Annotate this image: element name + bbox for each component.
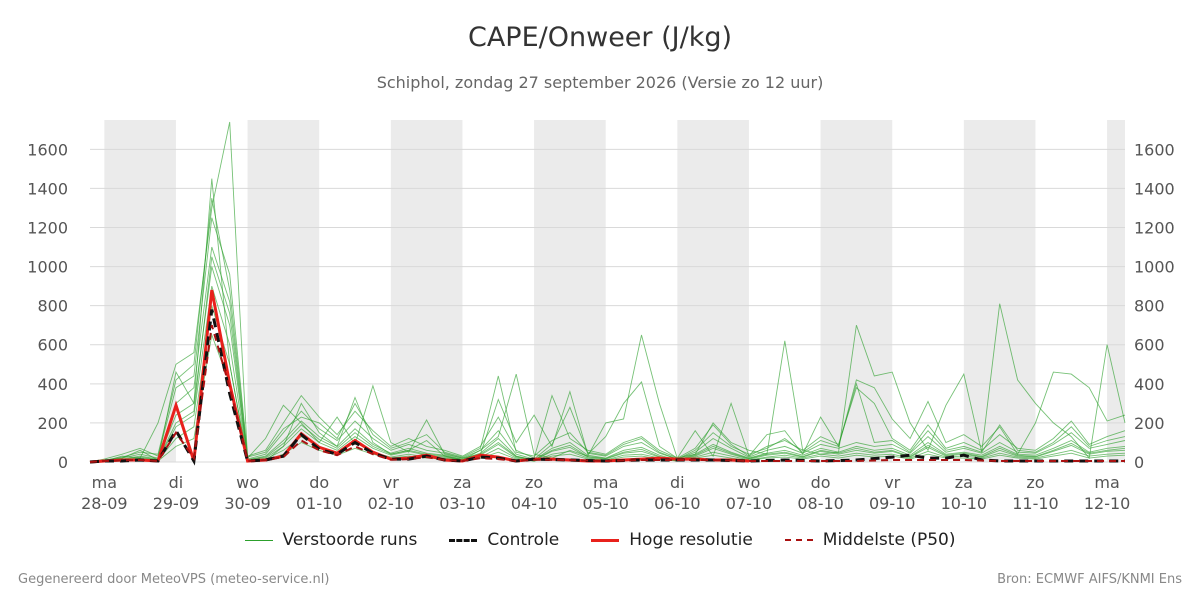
legend-swatch-median (784, 539, 813, 541)
y-tick-right-0: 0 (1134, 453, 1144, 472)
x-tick-dow-12-10: ma (1094, 473, 1119, 492)
x-tick-dow-05-10: ma (593, 473, 618, 492)
y-tick-right-1400: 1400 (1134, 179, 1175, 198)
x-tick-dow-08-10: do (811, 473, 831, 492)
x-tick-date-05-10: 05-10 (582, 494, 629, 513)
x-tick-date-29-09: 29-09 (153, 494, 200, 513)
x-tick-dow-29-09: di (169, 473, 184, 492)
y-tick-left-1600: 1600 (27, 140, 68, 159)
legend-label-hires: Hoge resolutie (629, 530, 753, 550)
x-tick-date-11-10: 11-10 (1012, 494, 1059, 513)
y-tick-left-600: 600 (37, 336, 68, 355)
shaded-band-2 (390, 120, 463, 462)
ensemble-run-1 (89, 121, 1126, 463)
x-tick-date-30-09: 30-09 (224, 494, 271, 513)
legend-label-median: Middelste (P50) (822, 530, 956, 550)
shaded-band-3 (534, 120, 606, 462)
legend-label-perturbed: Verstoorde runs (282, 530, 418, 550)
footer-source: Bron: ECMWF AIFS/KNMI Ens (997, 572, 1182, 587)
shaded-band-4 (677, 120, 749, 462)
legend-label-control: Controle (487, 530, 560, 550)
x-tick-date-06-10: 06-10 (654, 494, 701, 513)
y-tick-right-400: 400 (1134, 375, 1165, 394)
y-tick-left-1400: 1400 (27, 179, 68, 198)
x-tick-dow-11-10: zo (1026, 473, 1044, 492)
y-tick-right-600: 600 (1134, 336, 1165, 355)
x-tick-date-08-10: 08-10 (797, 494, 844, 513)
y-tick-left-1200: 1200 (27, 218, 68, 237)
chart-subtitle: Schiphol, zondag 27 september 2026 (Vers… (376, 73, 824, 92)
shaded-band-0 (104, 120, 176, 462)
x-tick-dow-01-10: do (309, 473, 329, 492)
series-line-middelste-p50 (89, 324, 1125, 463)
x-tick-date-12-10: 12-10 (1084, 494, 1131, 513)
x-tick-dow-10-10: za (955, 473, 973, 492)
x-tick-dow-04-10: zo (525, 473, 543, 492)
x-tick-dow-30-09: wo (236, 473, 259, 492)
y-tick-left-0: 0 (58, 453, 68, 472)
chart-legend: Verstoorde runs Controle Hoge resolutie … (0, 530, 1200, 550)
legend-swatch-perturbed (244, 539, 273, 541)
x-tick-date-07-10: 07-10 (726, 494, 773, 513)
shaded-band-5 (820, 120, 893, 462)
shaded-band-1 (247, 120, 320, 462)
y-tick-right-1200: 1200 (1134, 218, 1175, 237)
shaded-band-7 (1107, 120, 1125, 462)
x-tick-date-09-10: 09-10 (869, 494, 916, 513)
x-tick-dow-03-10: za (453, 473, 471, 492)
x-tick-dow-09-10: vr (884, 473, 900, 492)
y-tick-left-200: 200 (37, 414, 68, 433)
y-tick-right-800: 800 (1134, 297, 1165, 316)
ensemble-run-3 (89, 246, 1126, 463)
x-tick-date-01-10: 01-10 (296, 494, 343, 513)
x-tick-dow-07-10: wo (738, 473, 761, 492)
y-tick-left-1000: 1000 (27, 258, 68, 277)
legend-item-perturbed: Verstoorde runs (244, 530, 418, 550)
y-tick-left-800: 800 (37, 297, 68, 316)
chart-title: CAPE/Onweer (J/kg) (467, 22, 732, 53)
x-tick-dow-06-10: di (670, 473, 685, 492)
x-tick-date-10-10: 10-10 (941, 494, 988, 513)
legend-swatch-control (449, 538, 478, 542)
legend-item-control: Controle (449, 530, 559, 550)
ensemble-run-8 (89, 198, 1126, 463)
x-tick-date-02-10: 02-10 (368, 494, 415, 513)
x-tick-date-28-09: 28-09 (81, 494, 128, 513)
x-tick-date-04-10: 04-10 (511, 494, 558, 513)
legend-swatch-hires (591, 538, 620, 542)
ensemble-run-9 (89, 256, 1126, 463)
y-tick-right-200: 200 (1134, 414, 1165, 433)
y-tick-left-400: 400 (37, 375, 68, 394)
footer-generated-by: Gegenereerd door MeteoVPS (meteo-service… (18, 572, 330, 587)
y-tick-right-1000: 1000 (1134, 258, 1175, 277)
shaded-band-6 (963, 120, 1036, 462)
ensemble-run-2 (89, 217, 1126, 463)
x-tick-dow-28-09: ma (92, 473, 117, 492)
legend-item-median: Middelste (P50) (784, 530, 956, 550)
x-tick-date-03-10: 03-10 (439, 494, 486, 513)
legend-item-hires: Hoge resolutie (591, 530, 753, 550)
y-tick-right-1600: 1600 (1134, 140, 1175, 159)
x-tick-dow-02-10: vr (383, 473, 399, 492)
